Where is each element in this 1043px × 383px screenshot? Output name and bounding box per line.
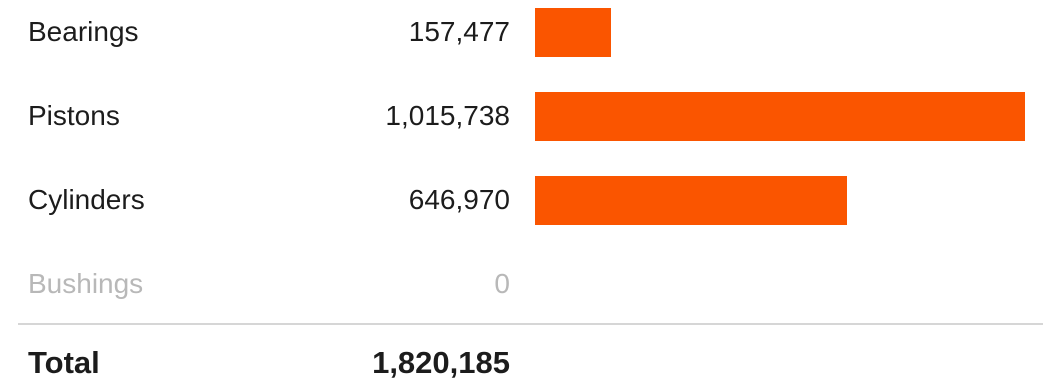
category-label: Cylinders xyxy=(28,184,145,215)
bar-bearings xyxy=(535,8,611,57)
bar-pistons xyxy=(535,92,1025,141)
bar-row: Cylinders 646,970 xyxy=(0,172,1043,256)
value-label: 1,015,738 xyxy=(385,100,510,131)
total-divider xyxy=(18,323,1043,325)
category-label: Bushings xyxy=(28,268,144,299)
bar-row: Bushings 0 xyxy=(0,256,1043,340)
value-label: 157,477 xyxy=(408,16,510,47)
category-label: Pistons xyxy=(28,100,120,131)
bar-cylinders xyxy=(535,176,847,225)
value-label: 646,970 xyxy=(408,184,510,215)
bar-row: Bearings 157,477 xyxy=(0,4,1043,88)
total-value: 1,820,185 xyxy=(372,345,510,380)
total-label: Total xyxy=(28,345,100,380)
value-label: 0 xyxy=(494,268,510,299)
category-label: Bearings xyxy=(28,16,139,47)
bar-row: Pistons 1,015,738 xyxy=(0,88,1043,172)
